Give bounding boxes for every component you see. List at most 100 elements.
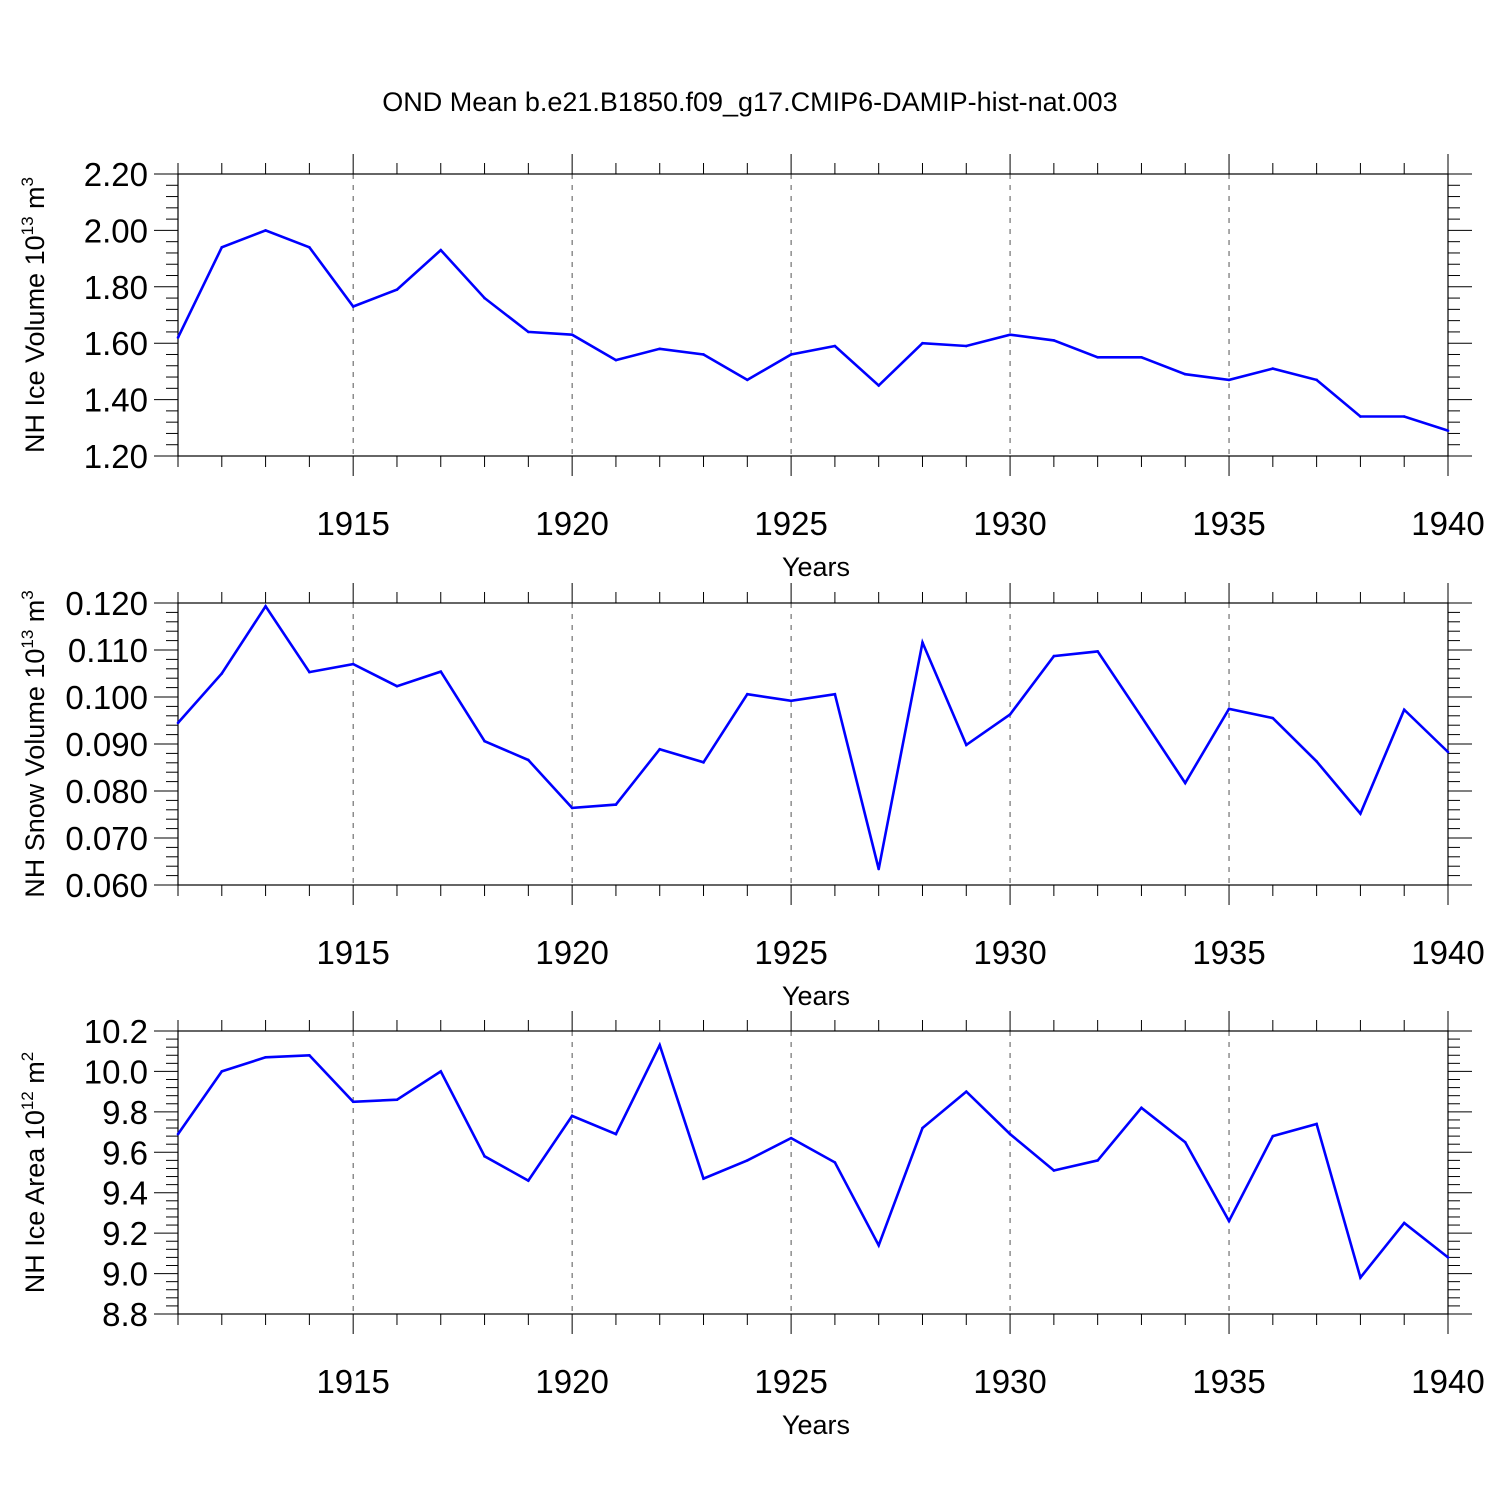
x-tick-label: 1920 — [535, 934, 608, 971]
y-tick-label: 9.2 — [102, 1215, 148, 1252]
data-point — [351, 662, 355, 666]
data-point — [746, 692, 749, 696]
data-point — [1052, 339, 1056, 342]
data-point — [220, 246, 224, 249]
data-point — [264, 1055, 267, 1059]
x-tick-label: 1920 — [535, 1363, 608, 1400]
data-point — [176, 1132, 180, 1136]
chart-panels: 1.20 1.40 1.60 1.80 2.00 2.20 1915 1920 1925 1930… — [18, 154, 1485, 1440]
data-point — [746, 378, 749, 382]
data-point — [1227, 378, 1231, 382]
data-point — [1227, 707, 1231, 711]
data-point — [1359, 1276, 1362, 1279]
data-point — [1052, 654, 1056, 658]
x-tick-label: 1925 — [754, 934, 827, 971]
data-point — [1096, 1159, 1099, 1162]
data-point — [483, 1155, 486, 1158]
data-point — [1140, 715, 1143, 719]
y-tick-label: 0.080 — [65, 773, 148, 810]
data-point — [439, 248, 443, 252]
data-point — [1271, 716, 1275, 720]
y-tick-label: 1.80 — [84, 269, 148, 306]
data-point — [1096, 650, 1099, 653]
data-point — [1271, 367, 1275, 370]
data-point — [570, 1114, 574, 1118]
x-tick-label: 1935 — [1192, 505, 1265, 542]
y-tick-label: 9.6 — [102, 1134, 148, 1171]
y-axis-label: NH Snow Volume 1013 m3 — [18, 590, 50, 898]
y-tick-label: 0.100 — [65, 679, 148, 716]
data-point — [921, 341, 924, 345]
x-tick-label: 1930 — [973, 505, 1046, 542]
x-tick-label: 1940 — [1411, 1363, 1484, 1400]
data-point — [833, 344, 837, 348]
data-point — [1096, 356, 1099, 359]
data-point — [1446, 1256, 1450, 1259]
y-axis-label-part: 3 — [18, 590, 37, 599]
data-point — [570, 806, 574, 810]
data-point — [1008, 333, 1012, 337]
data-point — [351, 305, 355, 308]
chart-panel-1: 1.20 1.40 1.60 1.80 2.00 2.20 1915 1920 1925 1930… — [18, 154, 1485, 582]
y-tick-label: 0.120 — [65, 585, 148, 622]
data-point — [527, 330, 530, 334]
data-point — [1008, 1132, 1012, 1136]
y-tick-label: 10.0 — [84, 1053, 148, 1090]
chart-panel-3: 8.89.0 9.29.4 9.69.8 10.010.2 1915 1920 1925 19… — [18, 1011, 1485, 1440]
y-tick-label: 1.60 — [84, 325, 148, 362]
x-axis-label: Years — [782, 981, 850, 1011]
data-point — [1359, 415, 1362, 418]
y-tick-label: 0.110 — [68, 632, 148, 669]
data-point — [614, 1132, 618, 1136]
data-point — [964, 344, 968, 348]
data-point — [789, 353, 793, 356]
y-axis-label-part: m — [20, 1061, 50, 1091]
y-axis-label: NH Ice Volume 1013 m3 — [18, 177, 50, 453]
x-tick-label: 1915 — [316, 1363, 389, 1400]
x-tick-label: 1930 — [973, 1363, 1046, 1400]
data-point — [439, 670, 443, 673]
y-tick-label: 0.090 — [65, 726, 148, 763]
y-tick-label: 2.00 — [84, 212, 148, 249]
data-point — [702, 761, 705, 764]
data-point — [1008, 713, 1012, 716]
data-point — [264, 229, 267, 232]
y-axis-label-part: NH Ice Volume 10 — [20, 235, 50, 453]
data-point — [964, 1090, 968, 1093]
data-point — [614, 803, 618, 806]
data-point — [1183, 1140, 1187, 1144]
y-axis-label-part: NH Ice Area 10 — [20, 1110, 50, 1293]
data-point — [1052, 1169, 1056, 1172]
data-point — [746, 1159, 749, 1162]
data-point — [658, 1043, 662, 1047]
data-point — [1446, 750, 1450, 754]
y-axis-label-part: m — [20, 186, 50, 216]
x-tick-label: 1920 — [535, 505, 608, 542]
y-tick-label: 8.8 — [102, 1296, 148, 1333]
data-point — [439, 1070, 443, 1073]
x-tick-label: 1935 — [1192, 934, 1265, 971]
data-point — [833, 692, 837, 696]
data-point — [308, 246, 311, 249]
data-point — [395, 684, 399, 688]
y-axis-label-part: 3 — [18, 177, 37, 186]
data-point — [1140, 1106, 1143, 1110]
y-axis-label-part: 13 — [18, 630, 37, 649]
data-point — [964, 743, 968, 747]
data-point — [483, 296, 486, 300]
data-point — [658, 347, 662, 351]
y-axis-label-part: 12 — [18, 1091, 37, 1110]
x-tick-label: 1935 — [1192, 1363, 1265, 1400]
data-point — [877, 867, 880, 871]
data-point — [921, 1126, 924, 1130]
data-point — [395, 288, 399, 291]
y-tick-label: 10.2 — [84, 1013, 148, 1050]
data-point — [220, 1070, 224, 1073]
data-point — [351, 1100, 355, 1104]
data-point — [789, 1136, 793, 1140]
x-tick-label: 1940 — [1411, 505, 1484, 542]
data-point — [1227, 1219, 1231, 1223]
data-point — [789, 699, 793, 703]
y-axis-label: NH Ice Area 1012 m2 — [18, 1052, 50, 1293]
data-point — [921, 641, 924, 644]
